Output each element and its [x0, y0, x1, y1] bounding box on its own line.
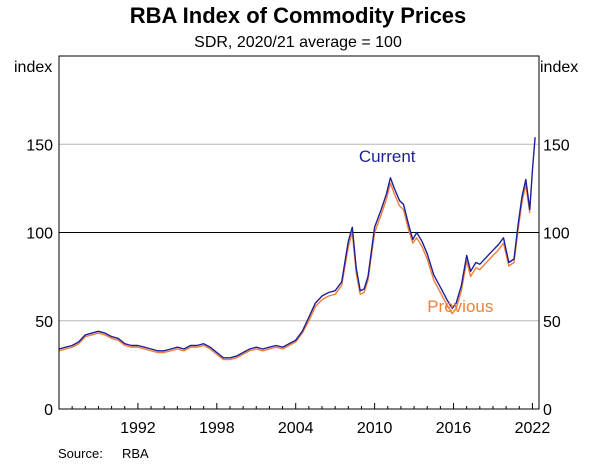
- y-axis-unit-right: index: [540, 59, 578, 76]
- chart-title: RBA Index of Commodity Prices: [130, 3, 467, 28]
- x-tick-labels: 1992 1998 2004 2010 2016 2022: [58, 403, 551, 437]
- series-line-previous: [58, 182, 531, 361]
- x-tick-2010: 2010: [357, 420, 393, 437]
- annotation-previous: Previous: [427, 297, 493, 316]
- y-tick-left-150: 150: [26, 137, 53, 154]
- y-tick-right-0: 0: [543, 402, 552, 419]
- source-label: Source:: [58, 446, 103, 461]
- y-tick-right-100: 100: [543, 226, 570, 243]
- gridlines: [59, 143, 539, 322]
- y-tick-right-50: 50: [543, 314, 561, 331]
- chart-subtitle: SDR, 2020/21 average = 100: [194, 34, 402, 51]
- x-tick-1998: 1998: [199, 420, 235, 437]
- y-tick-left-0: 0: [44, 402, 53, 419]
- y-tick-right-150: 150: [543, 137, 570, 154]
- x-tick-1992: 1992: [120, 420, 156, 437]
- plot-frame: [58, 55, 540, 410]
- annotation-current: Current: [359, 147, 416, 166]
- x-tick-2022: 2022: [515, 420, 551, 437]
- y-tick-labels: 0 0 50 50 100 100 150 150: [26, 137, 570, 419]
- y-axis-unit-left: index: [14, 59, 52, 76]
- source-value: RBA: [122, 446, 149, 461]
- x-tick-2004: 2004: [278, 420, 314, 437]
- series-line-current: [58, 137, 536, 359]
- y-tick-left-100: 100: [26, 226, 53, 243]
- series-annotations: Current Previous: [359, 147, 494, 316]
- series-lines: [58, 137, 536, 361]
- x-tick-2016: 2016: [436, 420, 472, 437]
- y-tick-left-50: 50: [35, 314, 53, 331]
